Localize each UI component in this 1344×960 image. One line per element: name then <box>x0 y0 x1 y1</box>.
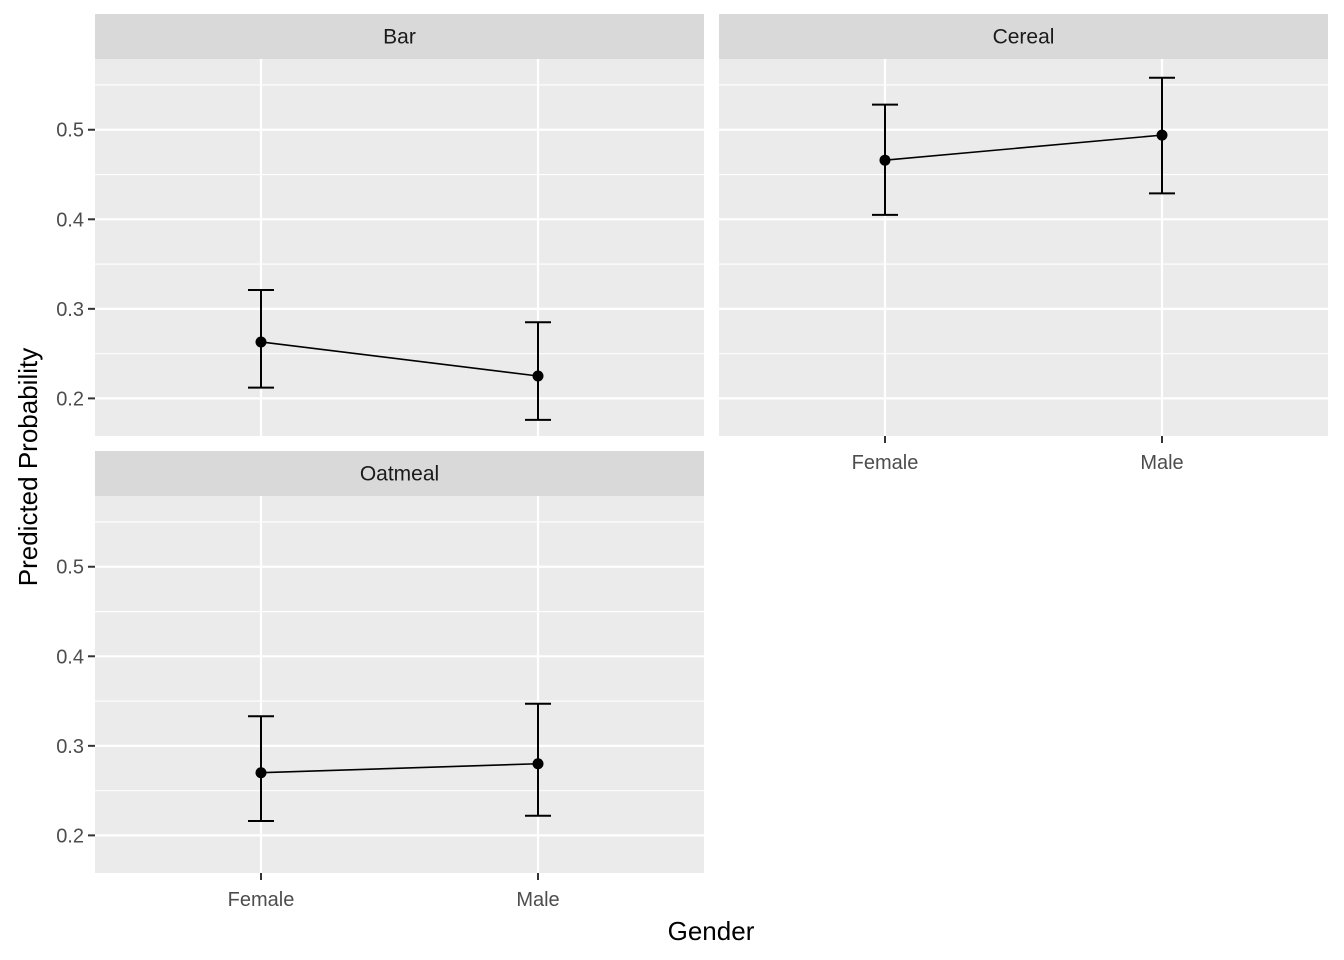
panel-background <box>95 59 704 436</box>
data-point-male <box>532 758 544 770</box>
data-point-female <box>255 767 267 779</box>
data-point-male <box>532 370 544 382</box>
facet-panels: Bar 0.2 0.3 0.4 0.5 Cereal Female Male Oatmeal 0.… <box>56 14 1328 911</box>
series-line <box>260 341 539 377</box>
data-point-male <box>1156 129 1168 141</box>
data-point-female <box>255 336 267 348</box>
y-tick-label: 0.5 <box>56 120 84 142</box>
y-tick-label: 0.2 <box>56 825 84 847</box>
data-point-female <box>879 154 891 166</box>
y-tick-label: 0.3 <box>56 299 84 321</box>
facet-strip-label: Bar <box>383 26 416 49</box>
facet-strip-label: Oatmeal <box>360 463 439 486</box>
x-tick-label-female: Female <box>228 889 295 911</box>
y-axis-title: Predicted Probability <box>13 348 43 586</box>
x-tick-label-male: Male <box>1140 452 1183 474</box>
y-tick-label: 0.4 <box>56 209 84 231</box>
x-tick-label-female: Female <box>852 452 919 474</box>
y-tick-label: 0.4 <box>56 646 84 668</box>
x-axis-title: Gender <box>668 916 755 946</box>
y-tick-label: 0.5 <box>56 557 84 579</box>
panel-background <box>719 59 1328 436</box>
y-tick-label: 0.3 <box>56 736 84 758</box>
x-tick-label-male: Male <box>516 889 559 911</box>
facet-strip <box>719 14 1328 59</box>
facet-bar: Bar 0.2 0.3 0.4 0.5 <box>56 14 704 436</box>
facet-cereal: Cereal Female Male <box>719 14 1328 474</box>
y-tick-label: 0.2 <box>56 388 84 410</box>
panel-background <box>95 496 704 873</box>
facet-strip <box>95 14 704 59</box>
series-line <box>884 134 1163 161</box>
facet-strip <box>95 451 704 496</box>
series-line <box>260 762 539 774</box>
facet-strip-label: Cereal <box>993 26 1055 49</box>
facet-oatmeal: Oatmeal 0.2 0.3 0.4 0.5 Female Male <box>56 451 704 911</box>
